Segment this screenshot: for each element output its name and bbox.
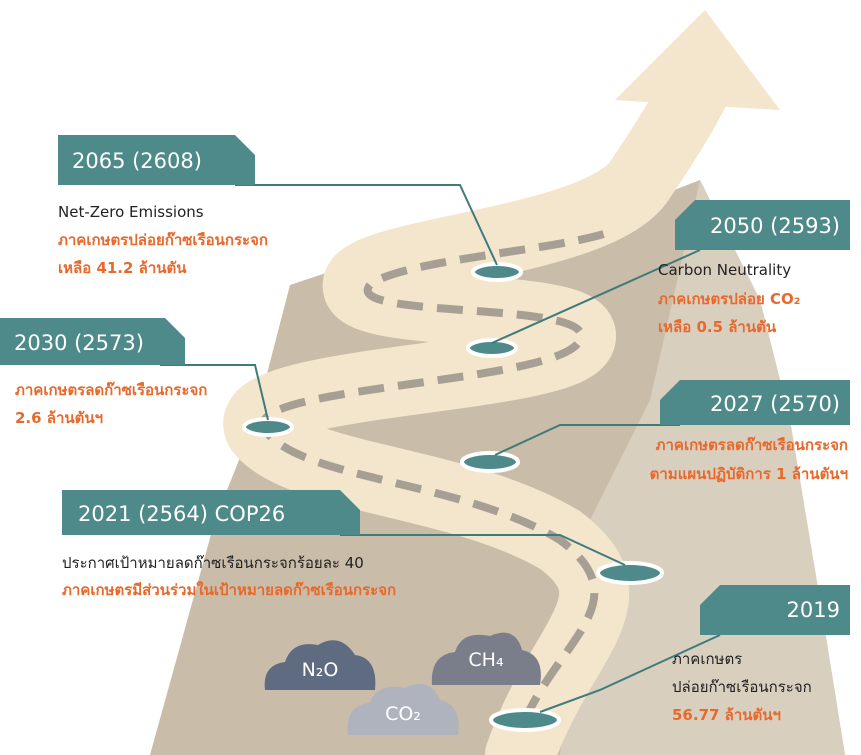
milestone-text: เหลือ 0.5 ล้านตัน xyxy=(658,318,777,336)
milestone-year: 2021 (2564) COP26 xyxy=(78,502,285,526)
waypoint xyxy=(491,710,559,730)
infographic: 2065 (2608) Net-Zero Emissions ภาคเกษตรป… xyxy=(0,0,861,755)
gas-label: N₂O xyxy=(302,659,339,681)
gas-label: CO₂ xyxy=(385,703,421,725)
milestone-text: 56.77 ล้านตันฯ xyxy=(672,706,781,724)
milestone-year: 2030 (2573) xyxy=(14,331,144,355)
milestone-text: ภาคเกษตรปล่อย CO₂ xyxy=(658,290,800,308)
milestone-year: 2019 xyxy=(787,598,840,622)
milestone-text: ภาคเกษตรลดก๊าซเรือนกระจก xyxy=(656,436,848,454)
waypoint xyxy=(462,453,518,471)
arrow-head xyxy=(615,10,780,110)
milestone-year: 2027 (2570) xyxy=(710,392,840,416)
milestone-text: ประกาศเป้าหมายลดก๊าซเรือนกระจกร้อยละ 40 xyxy=(62,554,364,572)
milestone-year: 2065 (2608) xyxy=(72,149,202,173)
milestone-text: เหลือ 41.2 ล้านตัน xyxy=(58,259,187,277)
milestone-text: ตามแผนปฏิบัติการ 1 ล้านตันฯ xyxy=(650,465,848,483)
gas-label: CH₄ xyxy=(468,649,504,671)
milestone-text: ภาคเกษตรมีส่วนร่วมในเป้าหมายลดก๊าซเรือนก… xyxy=(62,581,396,599)
milestone-text: 2.6 ล้านตันฯ xyxy=(15,409,103,427)
milestone-text: ปล่อยก๊าซเรือนกระจก xyxy=(672,678,812,696)
waypoint xyxy=(244,419,292,435)
waypoint xyxy=(473,264,521,280)
milestone-text: ภาคเกษตรลดก๊าซเรือนกระจก xyxy=(15,381,207,399)
milestone-text: Net-Zero Emissions xyxy=(58,203,204,221)
milestone-year: 2050 (2593) xyxy=(710,214,840,238)
milestone-text: Carbon Neutrality xyxy=(658,261,791,279)
milestone-text: ภาคเกษตรปล่อยก๊าซเรือนกระจก xyxy=(58,231,268,249)
waypoint xyxy=(598,563,662,583)
milestone-text: ภาคเกษตร xyxy=(672,650,742,668)
